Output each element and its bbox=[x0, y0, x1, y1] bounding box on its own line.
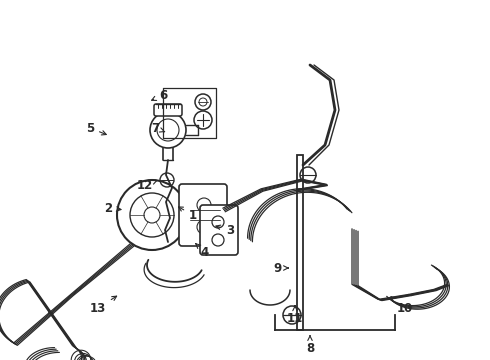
Text: 9: 9 bbox=[274, 261, 288, 274]
FancyBboxPatch shape bbox=[297, 155, 303, 330]
Text: 5: 5 bbox=[86, 122, 106, 135]
FancyBboxPatch shape bbox=[154, 104, 182, 116]
Text: 12: 12 bbox=[137, 179, 157, 192]
Text: 8: 8 bbox=[306, 336, 314, 355]
FancyBboxPatch shape bbox=[179, 184, 227, 246]
Text: 6: 6 bbox=[151, 89, 167, 102]
Text: 10: 10 bbox=[391, 297, 413, 315]
Text: 4: 4 bbox=[196, 244, 209, 258]
Text: 7: 7 bbox=[151, 122, 165, 135]
Text: 2: 2 bbox=[104, 202, 121, 215]
Text: 3: 3 bbox=[216, 224, 234, 237]
Text: 11: 11 bbox=[287, 306, 303, 324]
Text: 13: 13 bbox=[90, 296, 117, 315]
FancyBboxPatch shape bbox=[200, 205, 238, 255]
Text: 1: 1 bbox=[178, 207, 197, 221]
